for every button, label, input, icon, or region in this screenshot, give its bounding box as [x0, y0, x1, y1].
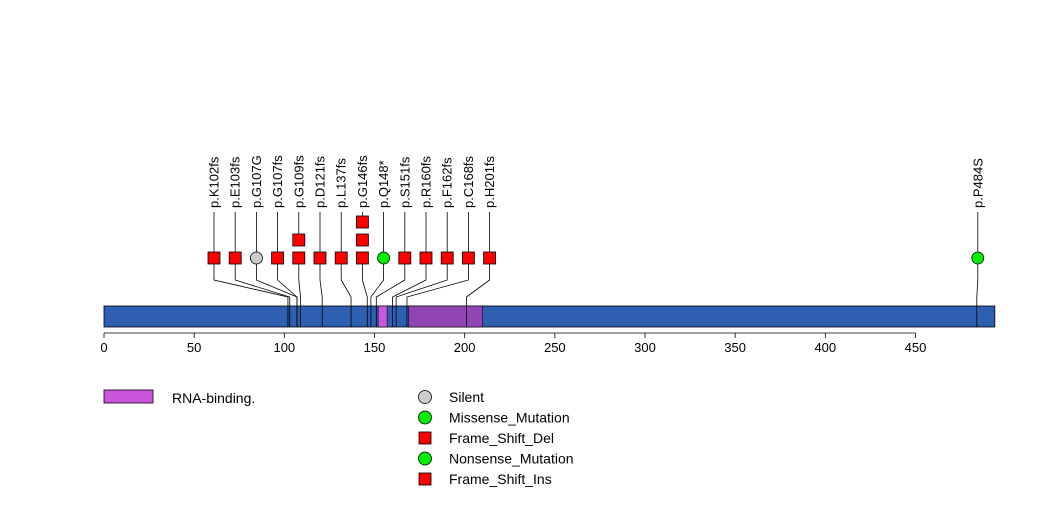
legend-marker-square — [418, 431, 432, 445]
mutation-marker-square — [461, 251, 475, 265]
legend-mutation-label: Frame_Shift_Ins — [449, 471, 552, 487]
mutation-label: p.R160fs — [419, 155, 434, 208]
mutation-marker-square — [313, 251, 327, 265]
mutation-label: p.G109fs — [291, 155, 306, 208]
mutation-label: p.S151fs — [397, 156, 412, 208]
legend-domain-label: RNA-binding. — [172, 390, 255, 406]
mutation-label: p.G107G — [249, 155, 264, 208]
mutation-label: p.F162fs — [440, 157, 455, 208]
domain-rna-binding — [408, 305, 483, 328]
legend-marker-circle — [418, 410, 432, 425]
mutation-label: p.G146fs — [355, 155, 370, 208]
x-tick-label: 200 — [454, 340, 476, 355]
mutation-marker-square — [398, 251, 412, 265]
mutation-marker-square — [334, 251, 348, 265]
mutation-label: p.L137fs — [334, 158, 349, 208]
mutation-marker-square — [292, 233, 306, 247]
mutation-marker-square — [419, 251, 433, 265]
mutation-label: p.C168fs — [461, 155, 476, 208]
mutation-marker-circle — [377, 251, 391, 265]
legend-mutation-label: Frame_Shift_Del — [449, 430, 554, 446]
x-tick-label: 50 — [187, 340, 201, 355]
legend-mutation-label: Missense_Mutation — [449, 410, 570, 426]
mutation-marker-square — [483, 251, 497, 265]
mutation-marker-square — [355, 215, 369, 229]
mutation-marker-square — [355, 251, 369, 265]
mutation-marker-square — [355, 233, 369, 247]
mutation-label: p.E103fs — [228, 156, 243, 208]
legend-domain-swatch — [103, 389, 154, 404]
mutation-marker-square — [440, 251, 454, 265]
x-tick-label: 100 — [273, 340, 295, 355]
legend-marker-square — [418, 472, 432, 486]
x-tick-label: 150 — [364, 340, 386, 355]
mutation-marker-square — [271, 251, 285, 265]
legend-mutation-label: Silent — [449, 389, 484, 405]
mutation-label: p.G107fs — [270, 155, 285, 208]
mutation-label: p.P484S — [970, 158, 985, 208]
x-tick-label: 300 — [634, 340, 656, 355]
x-tick-label: 350 — [724, 340, 746, 355]
mutation-label: p.D121fs — [313, 155, 328, 208]
legend-mutation-label: Nonsense_Mutation — [449, 451, 574, 467]
mutation-marker-circle — [249, 251, 263, 265]
x-tick-label: 450 — [905, 340, 927, 355]
legend-marker-circle — [418, 390, 432, 404]
x-tick-label: 250 — [544, 340, 566, 355]
legend-marker-circle — [418, 451, 432, 466]
x-tick-label: 0 — [100, 340, 107, 355]
protein-backbone — [103, 305, 996, 328]
domain-rna-binding — [377, 305, 388, 328]
mutation-label: p.K102fs — [207, 156, 222, 208]
x-tick-label: 400 — [814, 340, 836, 355]
mutation-label: p.H201fs — [482, 155, 497, 208]
mutation-label: p.Q148* — [376, 160, 391, 208]
mutation-marker-square — [207, 251, 221, 265]
mutation-marker-circle — [971, 251, 985, 265]
mutation-marker-square — [228, 251, 242, 265]
mutation-marker-square — [292, 251, 306, 265]
